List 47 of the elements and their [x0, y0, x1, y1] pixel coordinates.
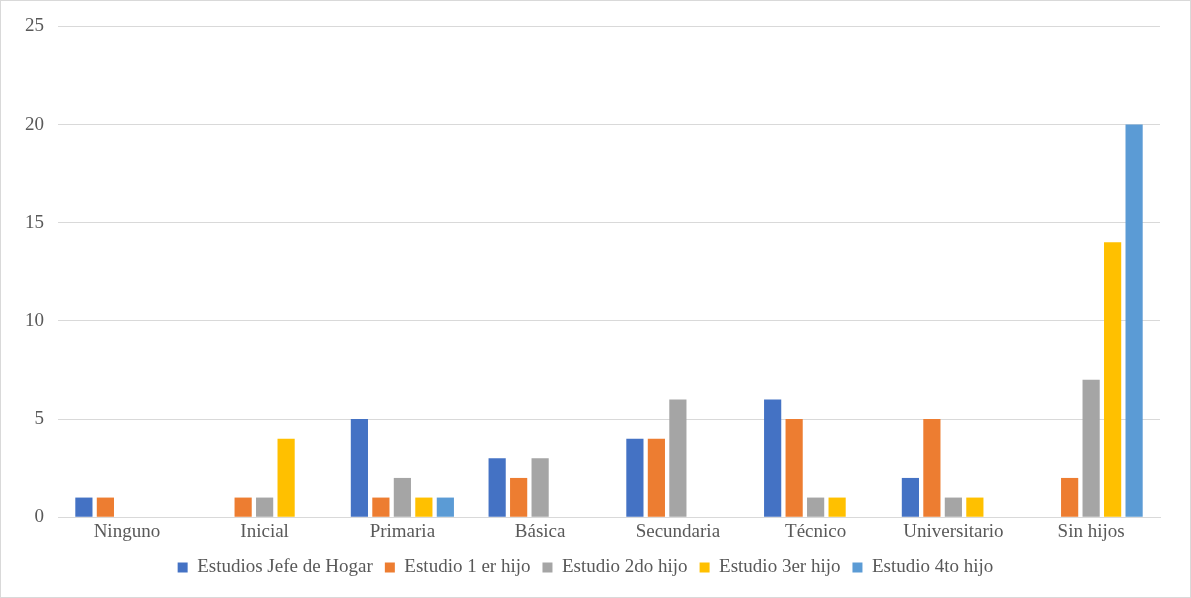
x-tick-label: Universitario	[903, 519, 1004, 541]
x-tick-label: Inicial	[240, 519, 289, 541]
bar	[785, 419, 803, 517]
bar	[828, 497, 846, 517]
y-tick-label: 5	[34, 407, 44, 429]
bar	[923, 419, 941, 517]
y-tick-label: 10	[25, 308, 44, 330]
bar	[350, 419, 368, 517]
bar	[647, 438, 665, 517]
x-tick-label: Ninguno	[93, 519, 161, 541]
bar	[372, 497, 390, 517]
x-tick-label: Técnico	[785, 519, 847, 541]
bar	[75, 497, 93, 517]
x-tick-label: Sin hijos	[1057, 519, 1125, 541]
bar	[510, 477, 528, 517]
x-tick-label: Básica	[514, 519, 567, 541]
bar	[944, 497, 962, 517]
bar	[1061, 477, 1079, 517]
bar	[234, 497, 252, 517]
y-tick-label: 0	[34, 505, 44, 527]
bar	[669, 399, 687, 517]
bar	[901, 477, 919, 517]
legend-label: Estudio 4to hijo	[871, 555, 994, 577]
bar	[531, 458, 549, 517]
bar	[764, 399, 782, 517]
y-tick-label: 20	[25, 112, 44, 134]
bar	[1125, 124, 1143, 517]
bar	[393, 477, 411, 517]
bar	[488, 458, 506, 517]
legend-label: Estudio 2do hijo	[561, 555, 688, 577]
bar	[966, 497, 984, 517]
bar	[626, 438, 644, 517]
legend-label: Estudios Jefe de Hogar	[197, 555, 374, 577]
bar	[436, 497, 454, 517]
legend-label: Estudio 3er hijo	[719, 555, 841, 577]
bar	[96, 497, 114, 517]
y-tick-label: 15	[25, 210, 44, 232]
bar	[277, 438, 295, 517]
x-tick-label: Secundaria	[635, 519, 721, 541]
bar	[1104, 242, 1122, 517]
x-tick-label: Primaria	[369, 519, 436, 541]
legend-label: Estudio 1 er hijo	[404, 555, 531, 577]
bar	[807, 497, 825, 517]
bar	[256, 497, 274, 517]
bar	[1082, 379, 1100, 517]
y-tick-label: 25	[25, 14, 44, 36]
bar	[415, 497, 433, 517]
